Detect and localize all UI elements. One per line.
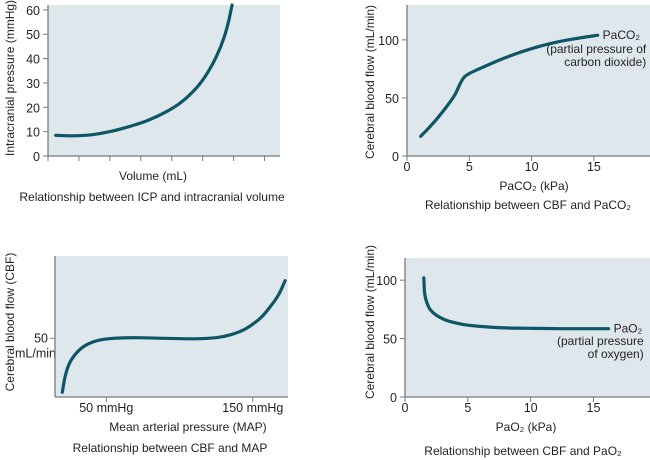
- series-label: PaO₂: [614, 322, 643, 336]
- y-tick-label: 50: [383, 333, 397, 347]
- chart-icp-volume: 0 10 20 30 40 50 60 Volume (mL) Intracranial p…: [3, 0, 285, 204]
- y-tick-label: 100: [376, 274, 397, 288]
- chart-caption: Relationship between CBF and PaO₂: [424, 444, 622, 458]
- x-tick-label: 0: [402, 401, 409, 415]
- y-tick-unit-label: mL/min: [15, 346, 56, 360]
- x-tick-label: 5: [464, 401, 471, 415]
- y-tick-label: 50: [34, 331, 48, 345]
- y-tick-label: 50: [26, 28, 40, 42]
- series-line-paco2: [419, 33, 600, 138]
- x-tick-label: 15: [587, 401, 601, 415]
- series-label: PaCO₂: [603, 28, 641, 42]
- y-axis-title: Cerebral blood flow (CBF): [3, 253, 17, 392]
- x-tick-label: 10: [524, 401, 538, 415]
- plot-area: [55, 256, 288, 397]
- y-axis-title: Intracranial pressure (mmHg): [3, 0, 17, 156]
- y-tick-label: 40: [26, 53, 40, 67]
- series-line-cbf: [60, 279, 287, 394]
- y-tick-label: 30: [26, 77, 40, 91]
- series-label-note: (partial pressure: [557, 334, 644, 348]
- y-tick-label: 50: [385, 92, 399, 106]
- series-label-note: of oxygen): [588, 347, 644, 361]
- y-tick-label: 20: [26, 101, 40, 115]
- y-axis-title: Cerebral blood flow (mL/min): [363, 5, 377, 159]
- x-tick-label: 5: [466, 160, 473, 174]
- y-tick-label: 100: [378, 34, 399, 48]
- series-label-note: carbon dioxide): [564, 55, 646, 69]
- y-tick-label: 10: [26, 126, 40, 140]
- y-tick-label: 0: [390, 391, 397, 405]
- x-tick-label: 50 mmHg: [79, 401, 133, 415]
- y-tick-label: 0: [33, 150, 40, 164]
- y-axis-title: Cerebral blood flow (mL/min): [363, 245, 377, 399]
- chart-cbf-pao2: 0 5 10 15 0 50 100 PaO₂ (kPa) Cerebral blood f…: [363, 245, 650, 458]
- x-axis-title: PaO₂ (kPa): [496, 420, 557, 434]
- series-line-pao2: [422, 276, 611, 331]
- chart-cbf-paco2: 0 5 10 15 0 50 100 PaCO₂ (kPa) Cerebral blood …: [363, 5, 650, 212]
- x-axis-title: PaCO₂ (kPa): [499, 179, 568, 193]
- x-tick-label: 15: [587, 160, 601, 174]
- plot-area: [48, 5, 280, 156]
- y-tick-label: 60: [26, 4, 40, 18]
- chart-caption: Relationship between CBF and MAP: [73, 441, 268, 455]
- x-tick-label: 150 mmHg: [222, 401, 283, 415]
- x-tick-label: 10: [525, 160, 539, 174]
- series-label-note: (partial pressure of: [546, 42, 647, 56]
- chart-caption: Relationship between ICP and intracrania…: [19, 190, 285, 204]
- x-axis-title: Mean arterial pressure (MAP): [109, 420, 266, 434]
- series-line-icp: [54, 3, 234, 138]
- x-tick-label: 0: [404, 160, 411, 174]
- y-tick-label: 0: [392, 150, 399, 164]
- chart-caption: Relationship between CBF and PaCO₂: [425, 198, 631, 212]
- plot-area: [407, 5, 650, 156]
- x-axis-title: Volume (mL): [119, 169, 187, 183]
